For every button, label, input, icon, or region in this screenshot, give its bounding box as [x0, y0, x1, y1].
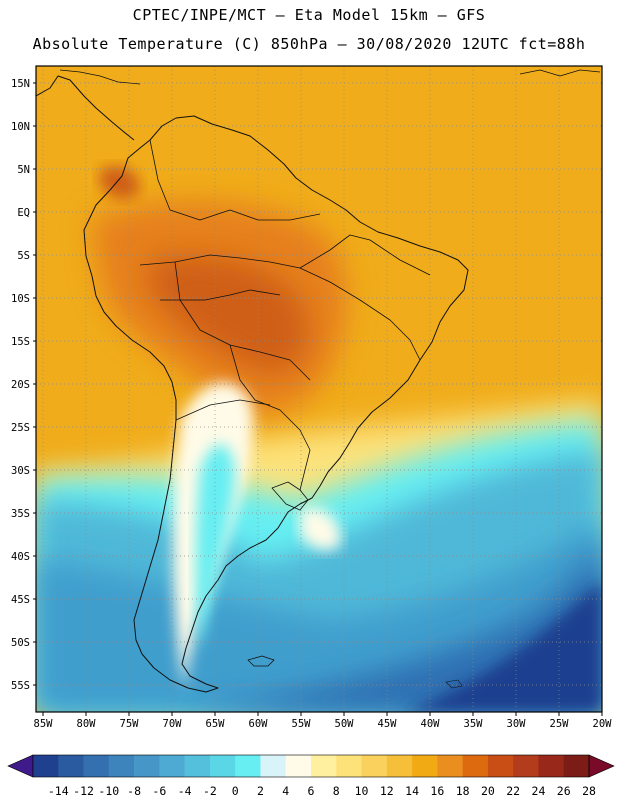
longitude-label: 75W — [120, 718, 140, 730]
coastlines — [36, 69, 601, 693]
latitude-label: 15N — [11, 78, 30, 90]
colorbar-swatch — [159, 755, 185, 777]
colorbar-label: 28 — [582, 784, 596, 798]
longitude-label: 55W — [292, 718, 312, 730]
colorbar-label: 4 — [282, 784, 289, 798]
latitude-label: 45S — [11, 594, 30, 606]
longitude-label: 35W — [464, 718, 484, 730]
longitude-label: 45W — [378, 718, 398, 730]
latitude-label: 55S — [11, 680, 30, 692]
longitude-label: 60W — [249, 718, 269, 730]
colorbar-label: -2 — [203, 784, 217, 798]
colorbar-swatch — [83, 755, 110, 777]
latitude-label: 15S — [11, 336, 30, 348]
colorbar-swatch — [487, 755, 514, 777]
colorbar-label: 18 — [456, 784, 470, 798]
colorbar-swatch — [412, 755, 438, 777]
colorbar-swatch — [33, 755, 59, 777]
latitude-label: 50S — [11, 637, 30, 649]
longitude-label: 25W — [550, 718, 570, 730]
colorbar: -14 -12 -10 -8 -6 -4 -2 0 2 4 6 8 10 12 14 16 18 20 22 24 26… — [7, 754, 615, 798]
latitude-label: 35S — [11, 508, 30, 520]
longitude-label: 80W — [77, 718, 97, 730]
longitude-label: 70W — [163, 718, 183, 730]
colorbar-label: -12 — [73, 784, 94, 798]
colorbar-label: -10 — [98, 784, 119, 798]
latitude-label: 20S — [11, 379, 30, 391]
latitude-label: 10N — [11, 121, 30, 133]
colorbar-label: 16 — [430, 784, 444, 798]
colorbar-swatch — [260, 755, 287, 777]
latitude-label: 10S — [11, 293, 30, 305]
colorbar-border — [32, 754, 590, 778]
longitude-label: 50W — [335, 718, 355, 730]
colorbar-swatch — [58, 755, 84, 777]
colorbar-over-arrow — [588, 754, 615, 778]
colorbar-label: 0 — [232, 784, 239, 798]
colorbar-label: 26 — [557, 784, 571, 798]
colorbar-swatch — [108, 755, 135, 777]
colorbar-label: 22 — [506, 784, 520, 798]
colorbar-swatch — [462, 755, 489, 777]
colorbar-label: 24 — [532, 784, 546, 798]
colorbar-label: -6 — [152, 784, 166, 798]
longitude-label: 40W — [421, 718, 441, 730]
latitude-label: 5S — [17, 250, 30, 262]
colorbar-swatch — [134, 755, 160, 777]
colorbar-swatch — [513, 755, 539, 777]
colorbar-swatch — [235, 755, 261, 777]
longitude-label: 30W — [507, 718, 527, 730]
latitude-label: 5N — [17, 164, 30, 176]
colorbar-label: 10 — [355, 784, 369, 798]
colorbar-label: -14 — [48, 784, 69, 798]
longitude-labels: 85W 80W 75W 70W 65W 60W 55W 50W 45W 40W 35W 30W 25W 2… — [34, 712, 613, 730]
colorbar-swatch — [209, 755, 236, 777]
colorbar-swatch — [386, 755, 413, 777]
colorbar-label: 12 — [380, 784, 394, 798]
map-title-line-2: Absolute Temperature (C) 850hPa – 30/08/… — [32, 35, 586, 53]
latitude-label: EQ — [17, 207, 30, 219]
latitude-labels: 15N 10N 5N EQ 5S 10S 15S 20S 25S 30S 35S 40S 45S 50S 5… — [11, 78, 36, 692]
colorbar-swatch — [311, 755, 337, 777]
colorbar-label: 2 — [257, 784, 264, 798]
colorbar-label: 20 — [481, 784, 495, 798]
colorbar-swatch — [437, 755, 463, 777]
temperature-field — [36, 66, 602, 712]
colorbar-label: -8 — [127, 784, 141, 798]
latitude-label: 30S — [11, 465, 30, 477]
colorbar-label: -4 — [178, 784, 192, 798]
map-frame — [35, 65, 603, 713]
longitude-label: 65W — [206, 718, 226, 730]
colorbar-swatch — [285, 755, 312, 777]
colorbar-swatch — [361, 755, 388, 777]
colorbar-under-arrow — [7, 754, 34, 778]
colorbar-label: 6 — [308, 784, 315, 798]
south-america-coastline — [83, 115, 469, 693]
map-title-line-1: CPTEC/INPE/MCT – Eta Model 15km – GFS — [132, 6, 486, 24]
colorbar-label: 14 — [405, 784, 419, 798]
latitude-label: 40S — [11, 551, 30, 563]
longitude-label: 85W — [34, 718, 54, 730]
colorbar-swatch — [538, 755, 565, 777]
latitude-label: 25S — [11, 422, 30, 434]
longitude-label: 20W — [593, 718, 613, 730]
colorbar-swatch — [184, 755, 211, 777]
colorbar-swatch — [336, 755, 362, 777]
colorbar-swatch — [563, 755, 590, 777]
colorbar-label: 8 — [333, 784, 340, 798]
